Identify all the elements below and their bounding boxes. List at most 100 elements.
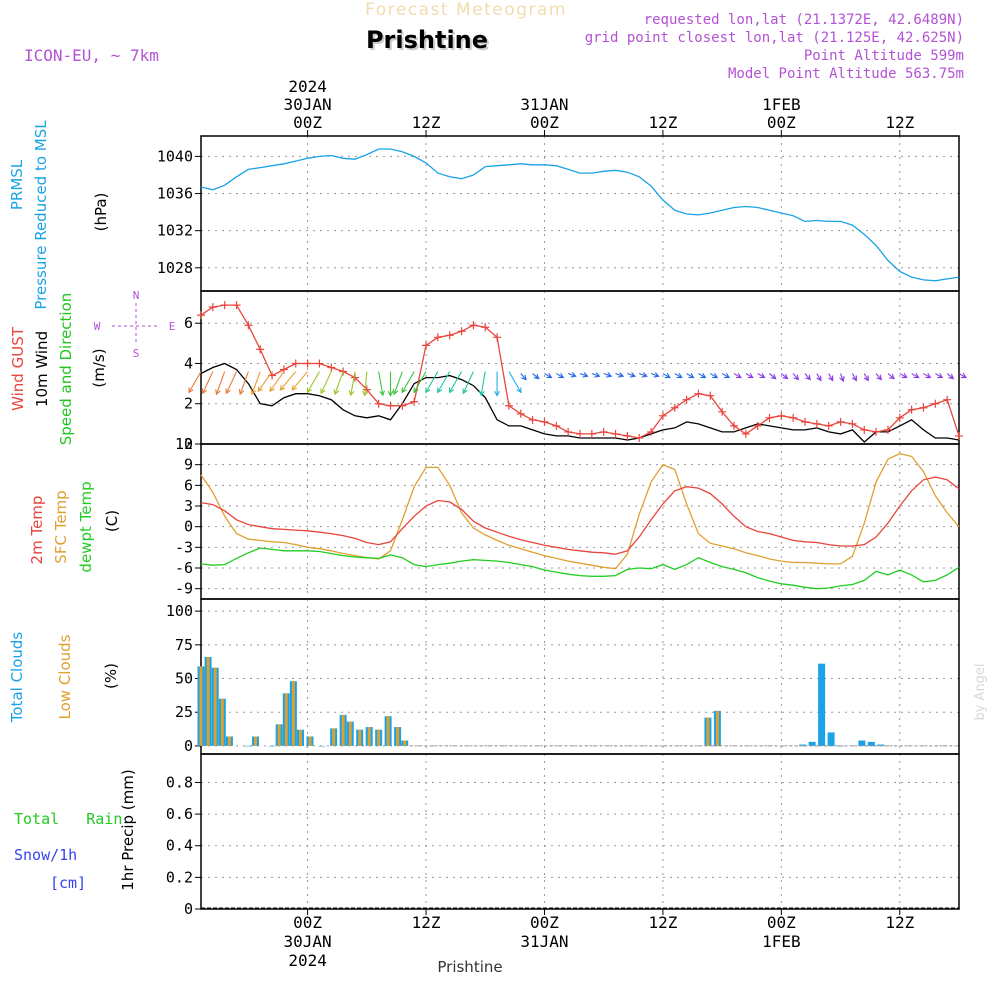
wind-arrow-64 xyxy=(958,372,967,379)
wind-arrow-46 xyxy=(745,372,754,379)
wind-arrow-57 xyxy=(875,373,882,381)
wind-arrow-20 xyxy=(425,371,439,394)
wind-arrow-6 xyxy=(257,371,273,393)
gust-marker-0 xyxy=(197,311,205,320)
gust-marker-62 xyxy=(931,399,940,408)
wind-arrow-34 xyxy=(603,372,613,378)
gust-marker-36 xyxy=(623,431,632,440)
gust-marker-8 xyxy=(291,359,300,368)
gust-marker-37 xyxy=(635,433,644,442)
top-time-label-5: 12Z xyxy=(885,113,914,132)
wind-arrow-1 xyxy=(201,371,214,395)
bar-low-cloud-6 xyxy=(253,736,257,746)
bar-low-cloud-12 xyxy=(308,736,312,746)
gust-marker-61 xyxy=(919,403,928,412)
wind-arrow-61 xyxy=(923,372,932,379)
label-dewpt-temp: dewpt Temp xyxy=(77,481,95,572)
wind-arrow-26 xyxy=(508,371,522,394)
gust-marker-39 xyxy=(658,411,667,420)
wind-arrow-21 xyxy=(437,371,451,394)
bar-low-cloud-23 xyxy=(706,717,710,746)
label-2m-temp: 2m Temp xyxy=(28,496,46,565)
bar-total-cloud-13 xyxy=(318,745,326,747)
ytick-label-3-2: 50 xyxy=(175,670,193,688)
gust-marker-58 xyxy=(883,425,892,434)
gust-marker-31 xyxy=(564,427,573,436)
ytick-label-1-2: 4 xyxy=(184,354,193,372)
ytick-label-0-1: 1032 xyxy=(157,222,193,240)
panels: 10281032103610400246-9-6-303691202550751… xyxy=(157,77,967,970)
label-10m-wind: 10m Wind xyxy=(33,331,51,407)
top-time-label-2: 00Z xyxy=(530,113,559,132)
wind-arrow-39 xyxy=(662,372,671,379)
ytick-label-2-5: 6 xyxy=(184,476,193,494)
bar-low-cloud-11 xyxy=(298,729,302,746)
ytick-label-3-3: 75 xyxy=(175,636,193,654)
compass-n: N xyxy=(133,289,140,302)
compass-rose: N W E S xyxy=(94,289,176,360)
wind-arrow-32 xyxy=(579,372,589,378)
wind-arrow-18 xyxy=(401,371,415,394)
gust-marker-27 xyxy=(516,409,525,418)
panel-frame-3 xyxy=(200,598,960,755)
gust-marker-60 xyxy=(907,405,916,414)
gust-marker-25 xyxy=(493,333,502,342)
gust-marker-43 xyxy=(706,391,715,400)
gust-marker-55 xyxy=(848,419,857,428)
wind-arrow-8 xyxy=(279,371,297,391)
label-ms: (m/s) xyxy=(90,348,108,387)
gust-marker-1 xyxy=(208,303,217,312)
wind-arrow-29 xyxy=(544,372,553,379)
model-point-altitude: Model Point Altitude 563.75m xyxy=(728,66,964,82)
bottom-time-label-0: 00Z xyxy=(293,913,322,932)
wind-arrow-38 xyxy=(650,372,660,378)
gust-marker-47 xyxy=(753,421,762,430)
top-date-label-4: 1FEB xyxy=(762,95,801,114)
wind-arrow-41 xyxy=(686,372,695,379)
gust-marker-15 xyxy=(374,399,383,408)
bar-total-cloud-5 xyxy=(244,745,252,747)
series-10m-wind-line xyxy=(200,362,960,443)
label-total-clouds: Total Clouds xyxy=(8,632,26,724)
gust-marker-24 xyxy=(481,323,490,332)
compass-w: W xyxy=(94,320,101,333)
wind-arrow-31 xyxy=(567,372,577,378)
wind-arrow-0 xyxy=(188,371,202,394)
ytick-label-2-4: 3 xyxy=(184,497,193,515)
wind-arrow-25 xyxy=(494,371,500,397)
ytick-label-0-2: 1036 xyxy=(157,185,193,203)
gust-marker-17 xyxy=(398,401,407,410)
gust-marker-33 xyxy=(587,429,596,438)
gust-marker-46 xyxy=(741,429,750,438)
wind-arrow-28 xyxy=(532,373,540,380)
bar-low-cloud-22 xyxy=(403,740,407,746)
gust-marker-32 xyxy=(576,429,584,438)
gust-marker-3 xyxy=(232,301,241,310)
gust-marker-4 xyxy=(244,321,253,330)
wind-arrow-63 xyxy=(946,373,955,380)
gust-marker-53 xyxy=(824,421,833,430)
wind-arrow-24 xyxy=(478,371,486,397)
wind-arrow-13 xyxy=(348,371,356,397)
wind-arrow-62 xyxy=(935,372,944,379)
gust-marker-50 xyxy=(789,413,798,422)
gust-marker-51 xyxy=(801,417,810,426)
wind-arrow-9 xyxy=(291,371,309,391)
gust-marker-9 xyxy=(303,359,312,368)
bottom-time-label-3: 12Z xyxy=(648,913,677,932)
bar-low-cloud-3 xyxy=(220,698,224,746)
label-total-rain: Total Rain xyxy=(14,810,122,828)
top-date-label-0: 30JAN xyxy=(284,95,332,114)
gust-marker-21 xyxy=(445,331,454,340)
series-sfc-temp-line xyxy=(200,452,960,570)
model-label: ICON-EU, ~ 7km xyxy=(24,46,159,65)
ytick-label-4-3: 0.6 xyxy=(166,805,193,823)
gust-marker-2 xyxy=(220,301,229,310)
compass-s: S xyxy=(133,347,140,360)
bar-low-cloud-2 xyxy=(213,667,217,746)
bar-total-cloud-27 xyxy=(818,663,826,746)
compass-e: E xyxy=(169,320,176,333)
gust-marker-20 xyxy=(433,333,442,342)
panel-frame-4 xyxy=(200,753,960,910)
wind-arrow-59 xyxy=(899,372,908,379)
